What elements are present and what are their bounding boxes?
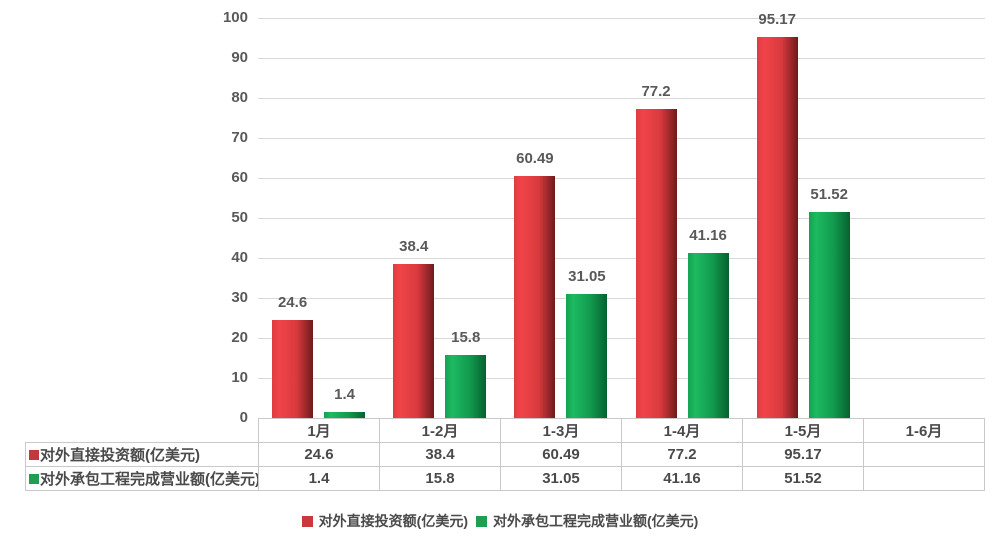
table-col-header: 1-6月 [863, 418, 985, 443]
bar-value-label: 24.6 [277, 293, 308, 311]
contract-bar: 51.52 [808, 185, 850, 418]
y-axis-tick-label: 20 [231, 329, 248, 346]
row-header-contract: 对外承包工程完成营业额(亿美元) [25, 466, 259, 491]
bar-value-label: 31.05 [568, 267, 606, 285]
gridline [258, 18, 985, 19]
gridline [258, 138, 985, 139]
bar-rect [635, 109, 677, 418]
bar-rect [756, 37, 798, 418]
table-cell: 60.49 [500, 442, 622, 467]
legend-marker-green-icon [476, 515, 487, 527]
table-header-row: 1月 1-2月 1-3月 1-4月 1-5月 1-6月 [26, 418, 985, 443]
bar-rect [445, 354, 487, 418]
investment-bar: 77.2 [635, 83, 677, 418]
table-cell: 1.4 [258, 466, 380, 491]
gridline [258, 378, 985, 379]
investment-bar: 24.6 [272, 293, 314, 418]
bar-rect [272, 319, 314, 418]
table-cell: 24.6 [258, 442, 380, 467]
investment-bar: 95.17 [756, 11, 798, 418]
bar-group: 24.6 1.4 [258, 18, 379, 418]
table-cell: 15.8 [379, 466, 501, 491]
bar-group: 38.4 15.8 [379, 18, 500, 418]
series-marker-red-icon [29, 450, 39, 461]
y-axis: 0 10 20 30 40 50 60 70 80 90 100 [0, 9, 248, 426]
legend-item-contract: 对外承包工程完成营业额(亿美元) [476, 511, 698, 531]
table-cell: 95.17 [742, 442, 864, 467]
gridline [258, 258, 985, 259]
table-col-header: 1-5月 [742, 418, 864, 443]
table-cell: 38.4 [379, 442, 501, 467]
bar-group: 95.17 51.52 [743, 11, 864, 418]
series-marker-green-icon [29, 474, 39, 485]
table-row-investment: 对外直接投资额(亿美元) 24.6 38.4 60.49 77.2 95.17 [25, 442, 985, 467]
table-cell: 41.16 [621, 466, 743, 491]
gridline [258, 178, 985, 179]
table-cell: 51.52 [742, 466, 864, 491]
investment-bar: 38.4 [393, 238, 435, 418]
y-axis-tick-label: 50 [231, 209, 248, 226]
bar-rect [393, 264, 435, 418]
investment-bar: 60.49 [514, 150, 556, 418]
y-axis-tick-label: 90 [231, 49, 248, 66]
table-cell: 31.05 [500, 466, 622, 491]
bar-group: 77.2 41.16 [621, 18, 742, 418]
bar-value-label: 60.49 [516, 150, 554, 168]
bar-rect [514, 176, 556, 418]
legend-item-investment: 对外直接投资额(亿美元) [301, 511, 468, 531]
bar-value-label: 38.4 [399, 238, 429, 256]
y-axis-tick-label: 30 [231, 289, 248, 306]
contract-bar: 1.4 [324, 386, 366, 418]
y-axis-tick-label: 70 [231, 129, 248, 146]
bar-value-label: 51.52 [810, 185, 848, 203]
bar-value-label: 95.17 [758, 11, 796, 29]
table-cell [863, 466, 985, 491]
contract-bar: 31.05 [566, 267, 608, 418]
gridline [258, 298, 985, 299]
contract-bar: 15.8 [445, 328, 487, 418]
bar-rect [324, 412, 366, 418]
plot-area: 24.6 1.4 38.4 15.8 60.49 31.05 77.2 41.16 95.17 5… [258, 11, 985, 419]
chart-legend: 对外直接投资额(亿美元) 对外承包工程完成营业额(亿美元) [0, 511, 1000, 531]
bar-group: 60.49 31.05 [500, 18, 621, 418]
bar-group [864, 18, 985, 418]
legend-marker-red-icon [301, 515, 313, 527]
y-axis-tick-label: 40 [231, 249, 248, 266]
y-axis-tick-label: 0 [239, 409, 248, 426]
gridline [258, 58, 985, 59]
table-cell: 77.2 [621, 442, 743, 467]
table-col-header: 1月 [258, 418, 380, 443]
gridline [258, 218, 985, 219]
gridline [258, 338, 985, 339]
table-corner-cell [26, 419, 259, 443]
row-header-label: 对外承包工程完成营业额(亿美元) [40, 471, 259, 488]
y-axis-tick-label: 60 [231, 169, 248, 186]
gridline [258, 98, 985, 99]
bar-value-label: 15.8 [451, 328, 481, 346]
legend-label: 对外直接投资额(亿美元) [318, 513, 468, 529]
bar-rect [566, 293, 608, 418]
bar-rect [687, 253, 729, 418]
y-axis-tick-label: 80 [231, 89, 248, 106]
table-row-contract: 对外承包工程完成营业额(亿美元) 1.4 15.8 31.05 41.16 51… [25, 466, 985, 491]
bar-groups: 24.6 1.4 38.4 15.8 60.49 31.05 77.2 41.16 95.17 5… [258, 11, 985, 418]
data-table: 1月 1-2月 1-3月 1-4月 1-5月 1-6月 对外直接投资额(亿美元)… [25, 418, 985, 491]
bar-value-label: 1.4 [334, 386, 355, 404]
bar-value-label: 77.2 [641, 83, 671, 101]
y-axis-tick-label: 10 [231, 369, 248, 386]
row-header-label: 对外直接投资额(亿美元) [40, 447, 200, 464]
table-col-header: 1-4月 [621, 418, 743, 443]
y-axis-tick-label: 100 [222, 9, 248, 26]
table-col-header: 1-2月 [379, 418, 501, 443]
contract-bar: 41.16 [687, 227, 729, 418]
row-header-investment: 对外直接投资额(亿美元) [25, 442, 259, 467]
bar-value-label: 41.16 [689, 227, 727, 245]
table-col-header: 1-3月 [500, 418, 622, 443]
table-cell [863, 442, 985, 467]
bar-rect [808, 211, 850, 418]
legend-label: 对外承包工程完成营业额(亿美元) [493, 513, 699, 529]
